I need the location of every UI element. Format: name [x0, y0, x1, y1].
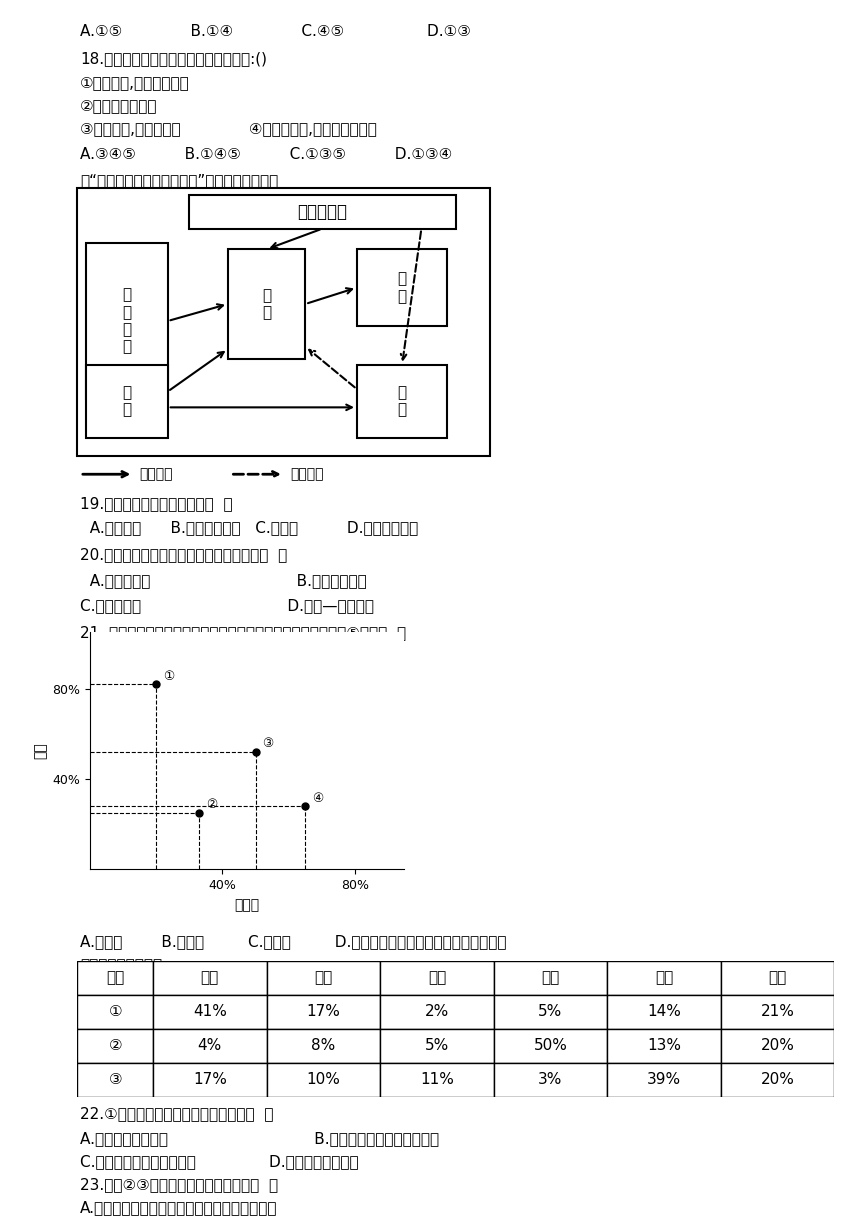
- Text: 牛
畜: 牛 畜: [262, 288, 271, 320]
- Bar: [494, 961, 607, 995]
- Bar: [494, 1029, 607, 1063]
- Bar: [77, 995, 153, 1029]
- Bar: [494, 995, 607, 1029]
- Bar: [721, 1063, 834, 1097]
- Bar: [357, 249, 447, 326]
- Text: ②传统观念的影响: ②传统观念的影响: [80, 98, 157, 113]
- Bar: [267, 961, 380, 995]
- Text: ①: ①: [108, 1004, 122, 1019]
- Bar: [189, 195, 456, 229]
- Text: ③人多地少,生产规模小              ④生产规模大,使用机械化生产: ③人多地少,生产规模小 ④生产规模大,使用机械化生产: [80, 122, 377, 136]
- Text: ③: ③: [262, 737, 273, 750]
- Y-axis label: 科技: 科技: [33, 743, 47, 759]
- Bar: [267, 1063, 380, 1097]
- Text: 39%: 39%: [647, 1073, 681, 1087]
- Bar: [153, 961, 267, 995]
- Text: 工厂: 工厂: [106, 970, 125, 985]
- Text: 22.①类工厂运费低的原因最有可能是（  ）: 22.①类工厂运费低的原因最有可能是（ ）: [80, 1107, 273, 1121]
- Bar: [267, 995, 380, 1029]
- Text: 21%: 21%: [760, 1004, 795, 1019]
- Text: 牛畜育肆厂: 牛畜育肆厂: [298, 203, 347, 220]
- Text: 天
然
牧
草: 天 然 牧 草: [122, 287, 132, 355]
- Text: 18.该种农业地域类型商品率低的原因有:(): 18.该种农业地域类型商品率低的原因有:(): [80, 51, 267, 66]
- Text: 2%: 2%: [425, 1004, 449, 1019]
- Text: ①人口众多,自身消耗量大: ①人口众多,自身消耗量大: [80, 75, 190, 90]
- Text: 表，回答下列各题。: 表，回答下列各题。: [80, 958, 162, 973]
- Text: 能源: 能源: [314, 970, 333, 985]
- Text: 21. 下图中数字表示不同工业部门的投入情况。下列属工业部门⑤的是（  ）: 21. 下图中数字表示不同工业部门的投入情况。下列属工业部门⑤的是（ ）: [80, 625, 406, 640]
- Text: C.潘帕斯草原                              D.墨累—达令盆地: C.潘帕斯草原 D.墨累—达令盆地: [80, 598, 374, 613]
- Bar: [77, 961, 153, 995]
- Text: A.①⑤              B.①④              C.④⑤                 D.①③: A.①⑤ B.①④ C.④⑤ D.①③: [80, 24, 471, 39]
- Text: 运费: 运费: [427, 970, 446, 985]
- Text: A.③④⑤          B.①④⑤          C.①③⑤          D.①③④: A.③④⑤ B.①④⑤ C.①③⑤ D.①③④: [80, 147, 452, 162]
- Bar: [721, 961, 834, 995]
- X-axis label: 劳动力: 劳动力: [235, 897, 260, 912]
- Bar: [153, 1063, 267, 1097]
- Text: 50%: 50%: [533, 1038, 568, 1053]
- Text: 市
场: 市 场: [397, 271, 407, 304]
- Text: 5%: 5%: [538, 1004, 562, 1019]
- Text: 工资: 工资: [654, 970, 673, 985]
- Bar: [153, 995, 267, 1029]
- Text: 农
家: 农 家: [397, 385, 407, 417]
- Text: 8%: 8%: [311, 1038, 335, 1053]
- Text: ②: ②: [206, 799, 218, 811]
- Text: 4%: 4%: [198, 1038, 222, 1053]
- Text: 3%: 3%: [538, 1073, 562, 1087]
- Text: ②: ②: [108, 1038, 122, 1053]
- Text: 作
物: 作 物: [122, 385, 132, 417]
- Text: 10%: 10%: [306, 1073, 341, 1087]
- Text: A.这两类工厂都应布局在劳动力资源丰富的地区: A.这两类工厂都应布局在劳动力资源丰富的地区: [80, 1200, 278, 1215]
- Text: 23.关于②③类工厂的叙述，正确的是（  ）: 23.关于②③类工厂的叙述，正确的是（ ）: [80, 1177, 278, 1192]
- Text: 20%: 20%: [760, 1038, 795, 1053]
- Bar: [607, 961, 721, 995]
- Text: 41%: 41%: [193, 1004, 227, 1019]
- Text: 5%: 5%: [425, 1038, 449, 1053]
- Bar: [77, 1029, 153, 1063]
- Bar: [86, 365, 168, 438]
- Text: 17%: 17%: [193, 1073, 227, 1087]
- Text: 20%: 20%: [760, 1073, 795, 1087]
- Text: 科技: 科技: [541, 970, 560, 985]
- Bar: [607, 995, 721, 1029]
- Bar: [77, 188, 490, 456]
- Text: ③: ③: [108, 1073, 122, 1087]
- Bar: [228, 249, 305, 359]
- Text: A.亚洲季风区                              B.美国中部平原: A.亚洲季风区 B.美国中部平原: [80, 573, 366, 587]
- Text: A.制糖厂        B.家具厂         C.纴织厂         D.锂车厂读三类工厂各成本所占比例比较: A.制糖厂 B.家具厂 C.纴织厂 D.锂车厂读三类工厂各成本所占比例比较: [80, 934, 507, 948]
- Text: 17%: 17%: [306, 1004, 341, 1019]
- Bar: [607, 1029, 721, 1063]
- Bar: [77, 1063, 153, 1097]
- Bar: [357, 365, 447, 438]
- Text: 读“某地农业生产联系示意图”，回答下列各题。: 读“某地农业生产联系示意图”，回答下列各题。: [80, 173, 279, 187]
- Bar: [86, 243, 168, 399]
- Bar: [607, 1063, 721, 1097]
- Text: 原料: 原料: [200, 970, 219, 985]
- Text: 11%: 11%: [420, 1073, 454, 1087]
- Text: A.需要原料和能源少                              B.产品轻薄短小，科技含量高: A.需要原料和能源少 B.产品轻薄短小，科技含量高: [80, 1131, 439, 1145]
- Text: 其他: 其他: [768, 970, 787, 985]
- Bar: [494, 1063, 607, 1097]
- Text: C.交通发达，航空运输为主               D.离原料地和市场近: C.交通发达，航空运输为主 D.离原料地和市场近: [80, 1154, 359, 1169]
- Bar: [380, 1063, 494, 1097]
- Bar: [380, 961, 494, 995]
- Text: 次要流向: 次要流向: [290, 467, 323, 482]
- Text: ④: ④: [311, 792, 323, 805]
- Text: 主要流向: 主要流向: [139, 467, 173, 482]
- Text: 13%: 13%: [647, 1038, 681, 1053]
- Bar: [267, 1029, 380, 1063]
- Bar: [380, 1029, 494, 1063]
- Bar: [380, 995, 494, 1029]
- Text: A.混合农业      B.大牧场放牧业   C.游牧业          D.商品谷物农业: A.混合农业 B.大牧场放牧业 C.游牧业 D.商品谷物农业: [80, 520, 418, 535]
- Text: 19.图示农业生产地域类型是（  ）: 19.图示农业生产地域类型是（ ）: [80, 496, 232, 511]
- Text: 20.图示农业生产地域类型分布典型地区是（  ）: 20.图示农业生产地域类型分布典型地区是（ ）: [80, 547, 287, 562]
- Bar: [153, 1029, 267, 1063]
- Text: ①: ①: [163, 670, 175, 682]
- Bar: [721, 1029, 834, 1063]
- Bar: [721, 995, 834, 1029]
- Text: 14%: 14%: [647, 1004, 681, 1019]
